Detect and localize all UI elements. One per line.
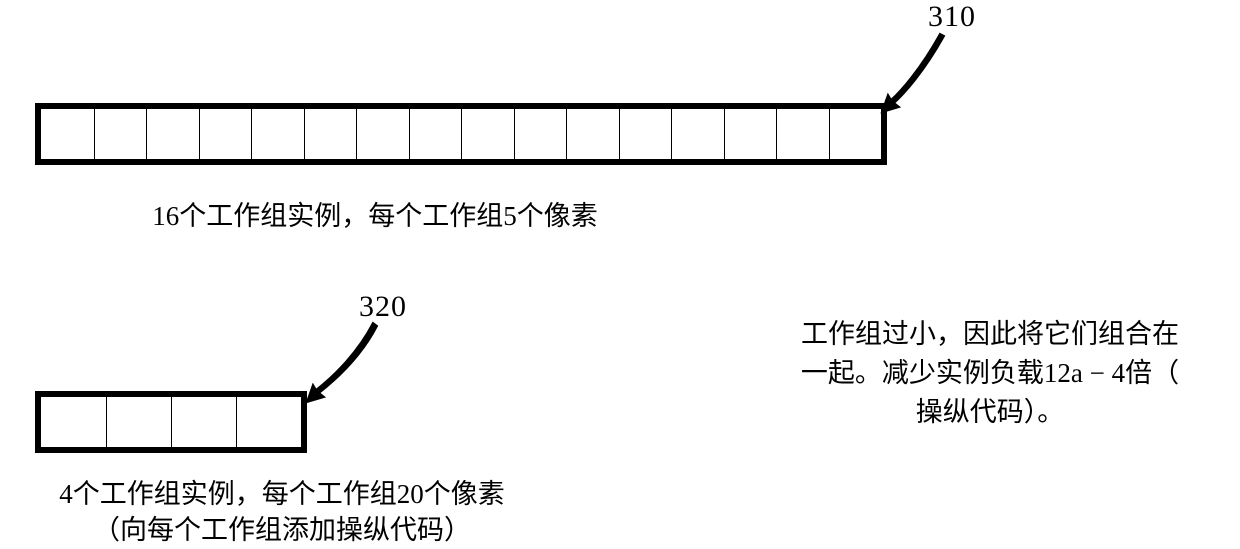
workgroup-cell <box>146 109 199 159</box>
workgroup-cell <box>514 109 567 159</box>
ref-label-310: 310 <box>928 0 976 34</box>
pointer-310 <box>0 0 1240 535</box>
side-note-line: 一起。减少实例负载12a − 4倍（ <box>760 354 1220 393</box>
side-note-line: 操纵代码）。 <box>760 393 1220 432</box>
workgroup-cell <box>106 397 171 447</box>
workgroup-cell <box>251 109 304 159</box>
workgroup-cell <box>356 109 409 159</box>
caption-top: 16个工作组实例，每个工作组5个像素 <box>115 198 635 234</box>
workgroup-cell <box>724 109 777 159</box>
workgroup-cell <box>776 109 829 159</box>
workgroup-cell <box>671 109 724 159</box>
side-note: 工作组过小，因此将它们组合在一起。减少实例负载12a − 4倍（操纵代码）。 <box>760 315 1220 432</box>
pointer-310-path <box>882 34 944 112</box>
workgroup-cell <box>199 109 252 159</box>
pointer-320 <box>0 0 1240 535</box>
workgroup-cell <box>409 109 462 159</box>
workgroup-cell <box>461 109 514 159</box>
caption-bottom: 4个工作组实例，每个工作组20个像素（向每个工作组添加操纵代码） <box>42 476 522 549</box>
workgroup-cell <box>94 109 147 159</box>
workgroup-cell <box>236 397 301 447</box>
workgroup-row-16 <box>35 103 887 165</box>
workgroup-cell <box>41 397 106 447</box>
workgroup-cell <box>619 109 672 159</box>
ref-label-320: 320 <box>359 290 407 324</box>
workgroup-cell <box>304 109 357 159</box>
side-note-line: 工作组过小，因此将它们组合在 <box>760 315 1220 354</box>
workgroup-cell <box>566 109 619 159</box>
workgroup-cell <box>829 109 882 159</box>
workgroup-cell <box>41 109 94 159</box>
workgroup-row-4 <box>35 391 307 453</box>
workgroup-cell <box>171 397 236 447</box>
pointer-320-path <box>307 323 377 402</box>
